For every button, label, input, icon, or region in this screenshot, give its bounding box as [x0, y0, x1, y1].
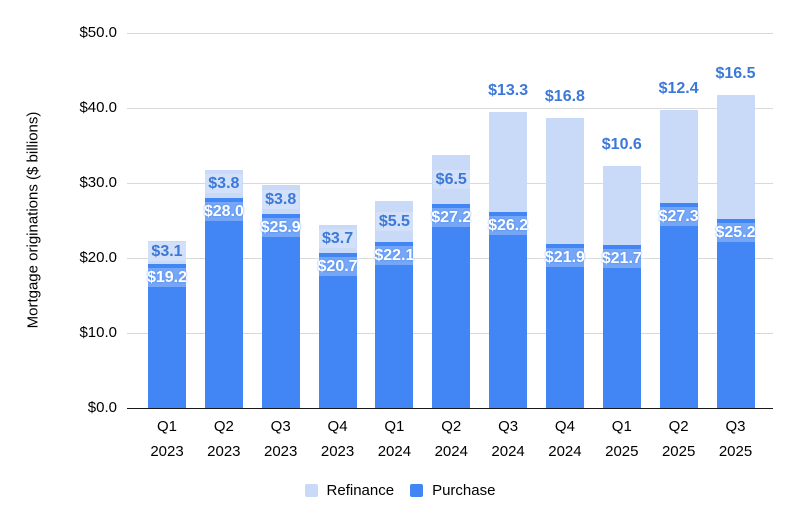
x-tick-label-q3-2024: Q3 2024 — [491, 418, 525, 460]
purchase-segment — [148, 264, 186, 408]
bar-q4-2024 — [545, 33, 584, 408]
refinance-segment — [375, 201, 414, 243]
gridline — [127, 33, 773, 34]
y-tick-label: $20.0 — [79, 249, 117, 266]
legend-swatch-refinance — [304, 483, 318, 497]
y-tick-label: $50.0 — [79, 24, 117, 41]
legend: Refinance Purchase — [0, 481, 800, 499]
bar-q2-2024 — [432, 33, 471, 408]
x-tick-label-q2-2025: Q2 2025 — [661, 418, 696, 460]
x-tick-label-q1-2025: Q1 2025 — [605, 418, 639, 460]
x-tick-label-q2-2023: Q2 2023 — [207, 418, 241, 460]
refinance-segment — [489, 111, 528, 212]
purchase-segment — [432, 204, 471, 408]
bar-q4-2023 — [318, 33, 357, 408]
x-tick-label-q3-2025: Q3 2025 — [718, 418, 753, 460]
plot-area: $19.2 $3.1 $28.0 $3.8 $25.9 $3.8 $20.7 $3.7 $22.… — [127, 33, 773, 409]
refinance-segment — [148, 240, 186, 264]
purchase-segment — [204, 198, 243, 408]
y-tick-label: $10.0 — [79, 324, 117, 341]
refinance-segment — [261, 185, 300, 214]
refinance-segment — [716, 95, 755, 219]
purchase-segment — [602, 245, 641, 408]
y-tick-label: $30.0 — [79, 174, 117, 191]
bar-q3-2023 — [261, 33, 300, 408]
x-tick-label-q2-2024: Q2 2024 — [434, 418, 468, 460]
purchase-segment — [375, 242, 414, 408]
refinance-segment — [545, 117, 584, 244]
gridline — [127, 108, 773, 109]
refinance-segment — [204, 169, 243, 198]
purchase-segment — [261, 213, 300, 408]
x-tick-label-q3-2023: Q3 2023 — [264, 418, 298, 460]
y-axis-title: Mortgage originations ($ billions) — [24, 111, 42, 329]
legend-item-refinance: Refinance — [304, 481, 395, 499]
purchase-segment — [659, 203, 698, 408]
refinance-segment — [602, 165, 641, 246]
bar-q3-2024 — [489, 33, 528, 408]
purchase-segment — [716, 219, 755, 408]
bar-q1-2023 — [148, 33, 186, 408]
legend-label-purchase: Purchase — [432, 481, 496, 499]
bar-q1-2024 — [375, 33, 414, 408]
x-tick-label-q4-2024: Q4 2024 — [548, 418, 582, 460]
refinance-segment — [659, 110, 698, 204]
bar-q2-2025 — [659, 33, 698, 408]
purchase-segment — [318, 252, 357, 408]
x-axis-line — [127, 407, 773, 409]
bar-q2-2023 — [204, 33, 243, 408]
refinance-segment — [432, 155, 471, 204]
legend-swatch-purchase — [410, 483, 424, 497]
y-tick-label: $0.0 — [87, 399, 117, 416]
legend-label-refinance: Refinance — [326, 481, 395, 499]
purchase-segment — [489, 211, 528, 408]
x-tick-label-q1-2024: Q1 2024 — [377, 418, 412, 460]
x-tick-label-q4-2023: Q4 2023 — [320, 418, 355, 460]
y-tick-label: $40.0 — [79, 99, 117, 116]
legend-item-purchase: Purchase — [410, 482, 495, 499]
bar-q1-2025 — [602, 33, 641, 408]
refinance-segment — [318, 225, 357, 253]
bar-q3-2025 — [716, 33, 755, 408]
purchase-segment — [545, 243, 584, 408]
x-tick-label-q1-2023: Q1 2023 — [150, 418, 184, 460]
